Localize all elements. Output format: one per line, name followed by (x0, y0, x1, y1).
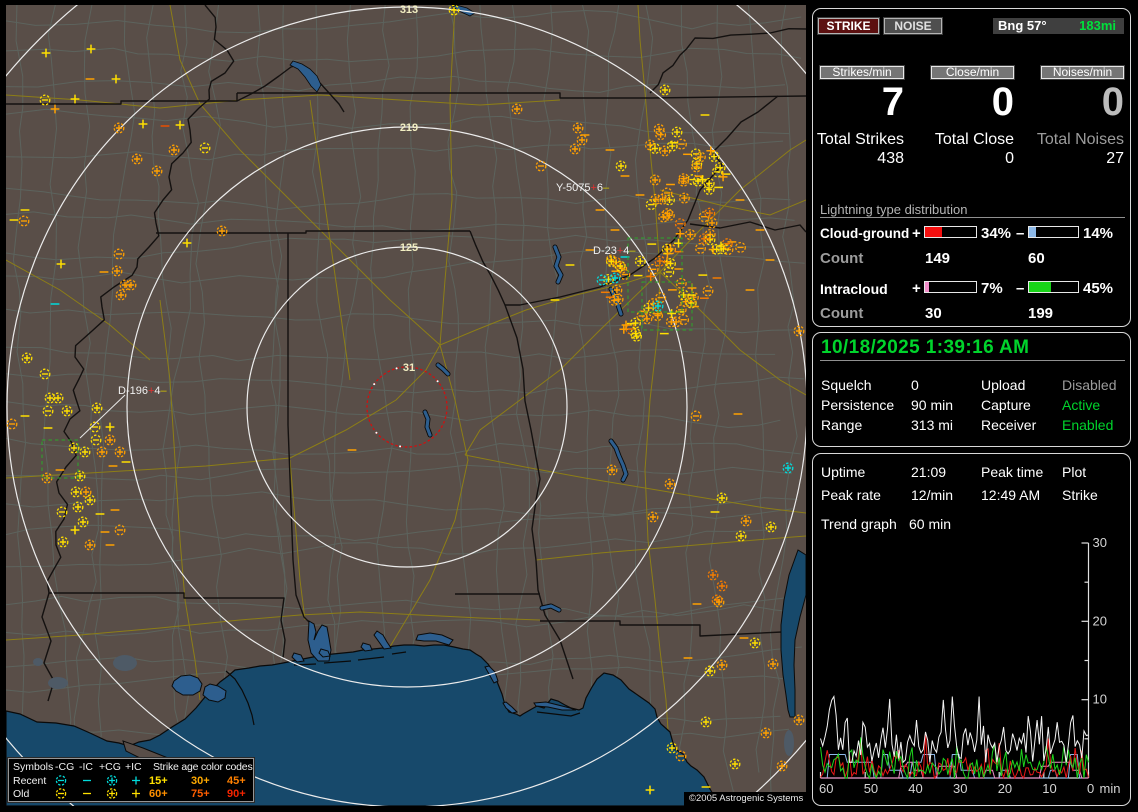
svg-text:125: 125 (400, 242, 418, 254)
svg-text:90+: 90+ (227, 788, 246, 800)
svg-text:20: 20 (998, 781, 1012, 796)
svg-text:-IC: -IC (79, 761, 93, 773)
svg-text:75+: 75+ (191, 788, 210, 800)
svg-text:60: 60 (819, 781, 833, 796)
svg-text:15+: 15+ (149, 775, 168, 787)
svg-text:219: 219 (400, 122, 418, 134)
svg-text:Recent: Recent (13, 775, 46, 787)
svg-text:-CG: -CG (55, 761, 74, 773)
svg-text:D-23+4–: D-23+4– (593, 245, 636, 257)
svg-text:10: 10 (1093, 692, 1107, 707)
svg-text:min: min (1100, 781, 1121, 796)
svg-text:+CG: +CG (99, 761, 121, 773)
svg-text:40: 40 (908, 781, 922, 796)
svg-text:31: 31 (403, 362, 415, 374)
svg-text:10: 10 (1042, 781, 1056, 796)
svg-text:45+: 45+ (227, 775, 246, 787)
svg-text:+IC: +IC (125, 761, 142, 773)
svg-text:D-196+4–: D-196+4– (118, 385, 168, 397)
svg-text:313: 313 (400, 5, 418, 16)
svg-text:20: 20 (1093, 613, 1107, 628)
svg-text:0: 0 (1087, 781, 1094, 796)
svg-text:60+: 60+ (149, 788, 168, 800)
svg-text:50: 50 (864, 781, 878, 796)
svg-text:Symbols: Symbols (13, 761, 53, 773)
svg-text:30+: 30+ (191, 775, 210, 787)
svg-text:Y-5075+6–: Y-5075+6– (556, 182, 610, 194)
svg-text:30: 30 (953, 781, 967, 796)
svg-text:Strike age color codes: Strike age color codes (153, 761, 253, 773)
svg-text:30: 30 (1093, 535, 1107, 550)
svg-text:Old: Old (13, 788, 30, 800)
